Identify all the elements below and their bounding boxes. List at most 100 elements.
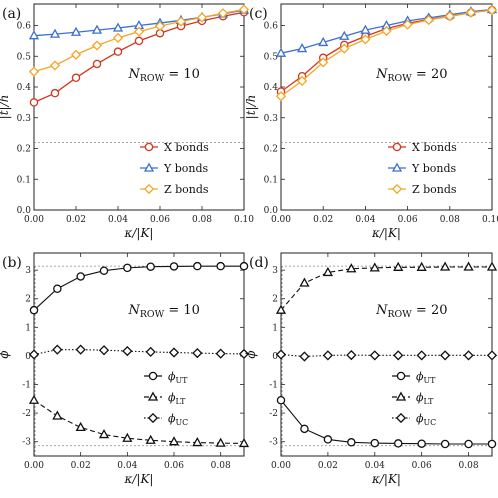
x-tick-label: 0.08 [211, 461, 231, 471]
data-point-diamond [299, 351, 310, 362]
x-tick-label: 0.04 [117, 461, 137, 471]
data-point-circle [239, 261, 249, 271]
data-point-triangle [360, 24, 371, 34]
data-point-triangle [322, 266, 333, 277]
data-point-triangle [369, 262, 380, 272]
x-tick-label: 0.02 [71, 461, 91, 471]
data-point-triangle [75, 421, 86, 432]
x-axis-label: κ/|K| [124, 226, 154, 240]
y-tick-label: 0.3 [17, 114, 32, 124]
legend-label: Y bonds [411, 162, 457, 175]
data-point-diamond [402, 19, 413, 30]
data-point-triangle [486, 261, 498, 271]
data-point-diamond [339, 43, 350, 54]
series-2 [275, 5, 498, 102]
data-point-triangle [215, 437, 226, 447]
data-point-circle [464, 439, 473, 449]
data-point-diamond [381, 25, 392, 37]
data-point-triangle [440, 261, 451, 271]
x-tick-label: 0.02 [313, 215, 333, 225]
legend-marker-diamond [147, 412, 159, 424]
data-point-triangle [318, 36, 329, 47]
y-tick-label: 0.2 [264, 145, 278, 155]
y-axis-label: |t|/h [244, 95, 258, 120]
data-point-diamond [296, 75, 308, 86]
data-point-triangle [238, 437, 250, 448]
panel-tag: (b) [2, 255, 22, 271]
panel-c: (c) 0.00 0.02 0.04 0.06 0.08 0.10 0.0 0.1 0.2 0.3 0… [244, 3, 498, 240]
series-2 [28, 4, 250, 77]
legend-marker-triangle [147, 391, 159, 401]
data-point-diamond [75, 344, 86, 355]
x-tick-label: 0.08 [192, 215, 212, 225]
legend-label: ϕLT [416, 391, 434, 406]
data-point-circle [146, 262, 155, 271]
y-tick-label: -1 [269, 381, 278, 391]
data-point-triangle [299, 277, 310, 287]
data-point-circle [440, 439, 450, 449]
data-point-triangle [275, 304, 287, 314]
data-point-circle [393, 439, 403, 448]
data-point-diamond [215, 348, 226, 359]
plot-frame [33, 252, 245, 457]
data-point-diamond [28, 66, 40, 77]
n-row-annotation: NROW = 20 [375, 303, 447, 320]
panel-b: (b) 0.00 0.02 0.04 0.06 0.08 -3 -2 -1 0 1 2 3 κ/|K| ϕ N… [0, 252, 250, 486]
x-tick-label: 0.00 [271, 215, 291, 225]
series-line [280, 266, 492, 311]
data-point-diamond [145, 346, 156, 358]
y-tick-label: 0.0 [17, 206, 32, 216]
data-point-triangle [463, 261, 474, 271]
data-point-diamond [238, 348, 250, 360]
series-line [280, 353, 492, 358]
legend-label: X bonds [164, 141, 209, 154]
x-tick-label: 0.10 [482, 215, 498, 225]
data-point-triangle [70, 26, 82, 36]
x-tick-label: 0.06 [150, 215, 170, 225]
y-tick-label: 2 [272, 295, 278, 305]
data-point-diamond [486, 5, 498, 16]
data-point-diamond [369, 350, 380, 361]
series-line [33, 399, 245, 444]
y-tick-label: -2 [22, 409, 31, 419]
data-point-diamond [439, 350, 451, 361]
legend-label: ϕUT [416, 370, 436, 385]
n-row-annotation: NROW = 10 [128, 303, 200, 320]
data-point-diamond [122, 345, 133, 357]
series-2 [28, 344, 250, 360]
x-tick-label: 0.00 [271, 461, 291, 471]
series-1 [275, 261, 498, 314]
x-tick-label: 0.02 [318, 461, 338, 471]
legend-marker-triangle [391, 162, 403, 172]
data-point-circle [347, 438, 356, 447]
data-point-triangle [346, 263, 357, 273]
data-point-diamond [360, 34, 371, 45]
data-point-circle [487, 439, 497, 449]
series-line [33, 349, 245, 356]
plot-frame [280, 3, 493, 211]
data-point-circle [76, 272, 85, 281]
legend-marker-circle [396, 371, 406, 381]
y-tick-label: 0.0 [264, 206, 279, 216]
data-point-diamond [154, 21, 166, 32]
series-line [280, 399, 492, 445]
y-tick-label: 2 [25, 295, 31, 305]
data-point-diamond [322, 350, 334, 361]
data-point-circle [276, 395, 286, 405]
x-tick-label: 0.06 [412, 461, 432, 471]
n-row-annotation: NROW = 20 [375, 67, 447, 84]
y-tick-label: 0.2 [17, 145, 31, 155]
data-point-diamond [52, 344, 63, 355]
panel-tag: (d) [249, 255, 269, 271]
data-point-diamond [70, 49, 82, 60]
plot-frame [280, 252, 493, 457]
legend-label: Z bonds [412, 183, 457, 196]
y-tick-label: 3 [272, 266, 278, 276]
data-point-triangle [416, 261, 427, 271]
data-point-triangle [52, 410, 63, 420]
x-tick-label: 0.00 [24, 215, 44, 225]
data-point-triangle [122, 432, 133, 442]
data-point-circle [53, 284, 62, 293]
legend-label: ϕUT [168, 370, 188, 385]
legend: ϕUT ϕLT ϕUC [392, 370, 436, 427]
